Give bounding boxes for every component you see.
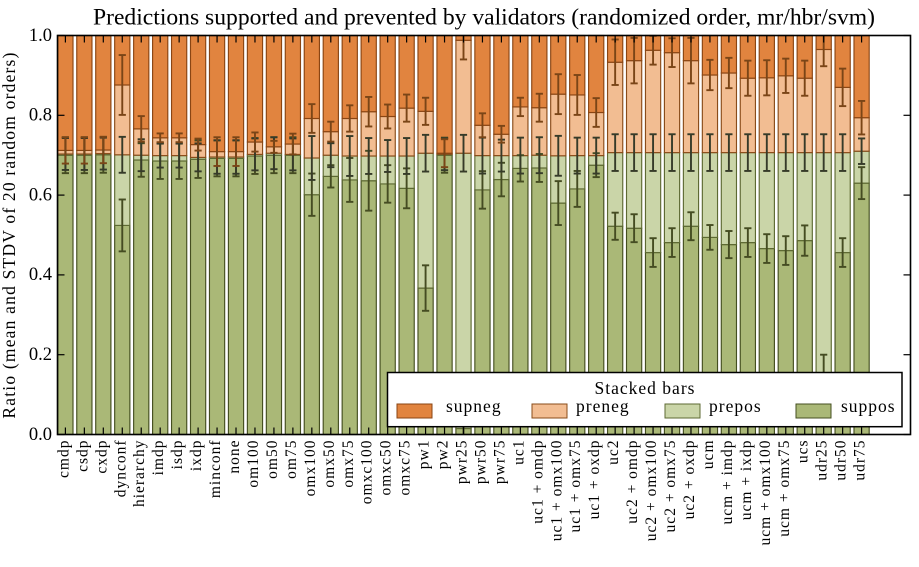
svg-text:omxc100: omxc100 xyxy=(359,440,376,505)
svg-text:ucm + imdp: ucm + imdp xyxy=(719,440,736,525)
svg-text:uc2 + omx75: uc2 + omx75 xyxy=(662,440,679,533)
svg-text:none: none xyxy=(226,440,243,474)
svg-text:omxc75: omxc75 xyxy=(397,440,414,496)
svg-text:omx75: omx75 xyxy=(340,440,357,488)
svg-text:om100: om100 xyxy=(245,440,262,488)
svg-text:dynconf: dynconf xyxy=(112,440,129,498)
svg-text:prepos: prepos xyxy=(709,396,762,416)
svg-text:uc1 + omx100: uc1 + omx100 xyxy=(548,440,565,542)
svg-text:0.6: 0.6 xyxy=(29,185,52,205)
svg-text:uc1 + omdp: uc1 + omdp xyxy=(529,440,546,524)
svg-text:uc1 + omx75: uc1 + omx75 xyxy=(567,440,584,533)
svg-text:isdp: isdp xyxy=(169,440,186,470)
svg-text:ucm + ixdp: ucm + ixdp xyxy=(738,440,755,521)
svg-text:0.4: 0.4 xyxy=(29,265,52,285)
svg-text:om75: om75 xyxy=(283,440,300,479)
svg-text:cxdp: cxdp xyxy=(93,440,110,474)
svg-text:uc1: uc1 xyxy=(510,440,527,465)
svg-text:imdp: imdp xyxy=(150,440,167,476)
svg-text:udr25: udr25 xyxy=(814,440,831,481)
svg-text:preneg: preneg xyxy=(576,396,630,416)
svg-text:om50: om50 xyxy=(264,440,281,479)
svg-text:pwr50: pwr50 xyxy=(472,440,489,485)
svg-text:uc2 + omdp: uc2 + omdp xyxy=(624,440,641,524)
svg-text:1.0: 1.0 xyxy=(29,26,52,46)
svg-text:udr75: udr75 xyxy=(852,440,869,481)
svg-text:supneg: supneg xyxy=(446,396,502,416)
svg-text:uc2 + oxdp: uc2 + oxdp xyxy=(681,440,698,520)
svg-text:cmdp: cmdp xyxy=(55,440,72,478)
svg-text:uc1 + oxdp: uc1 + oxdp xyxy=(586,440,603,520)
svg-text:pw1: pw1 xyxy=(416,440,433,470)
svg-text:udr50: udr50 xyxy=(833,440,850,481)
svg-text:ucs: ucs xyxy=(795,440,812,464)
svg-text:pw2: pw2 xyxy=(435,440,452,470)
svg-text:Stacked bars: Stacked bars xyxy=(595,378,696,398)
svg-text:pwr25: pwr25 xyxy=(454,440,471,485)
svg-text:ucm: ucm xyxy=(700,440,717,470)
svg-text:Ratio (mean and STDV of 20 ran: Ratio (mean and STDV of 20 random orders… xyxy=(0,51,19,418)
svg-text:0.0: 0.0 xyxy=(29,425,52,445)
svg-text:uc2: uc2 xyxy=(605,440,622,465)
svg-text:Predictions supported and prev: Predictions supported and prevented by v… xyxy=(93,5,875,31)
svg-text:0.2: 0.2 xyxy=(29,345,52,365)
svg-text:0.8: 0.8 xyxy=(29,106,52,126)
svg-text:omx100: omx100 xyxy=(302,440,319,497)
svg-text:ucm + omx100: ucm + omx100 xyxy=(757,440,774,546)
svg-text:ucm + omx75: ucm + omx75 xyxy=(776,440,793,537)
svg-text:omxc50: omxc50 xyxy=(378,440,395,496)
svg-text:omx50: omx50 xyxy=(321,440,338,488)
svg-text:csdp: csdp xyxy=(74,440,91,472)
svg-text:pwr75: pwr75 xyxy=(491,440,508,485)
svg-text:minconf: minconf xyxy=(207,440,224,499)
svg-text:ixdp: ixdp xyxy=(188,440,205,472)
svg-text:uc2 + omx100: uc2 + omx100 xyxy=(643,440,660,542)
svg-text:suppos: suppos xyxy=(841,396,896,416)
svg-text:hierarchy: hierarchy xyxy=(131,440,148,508)
